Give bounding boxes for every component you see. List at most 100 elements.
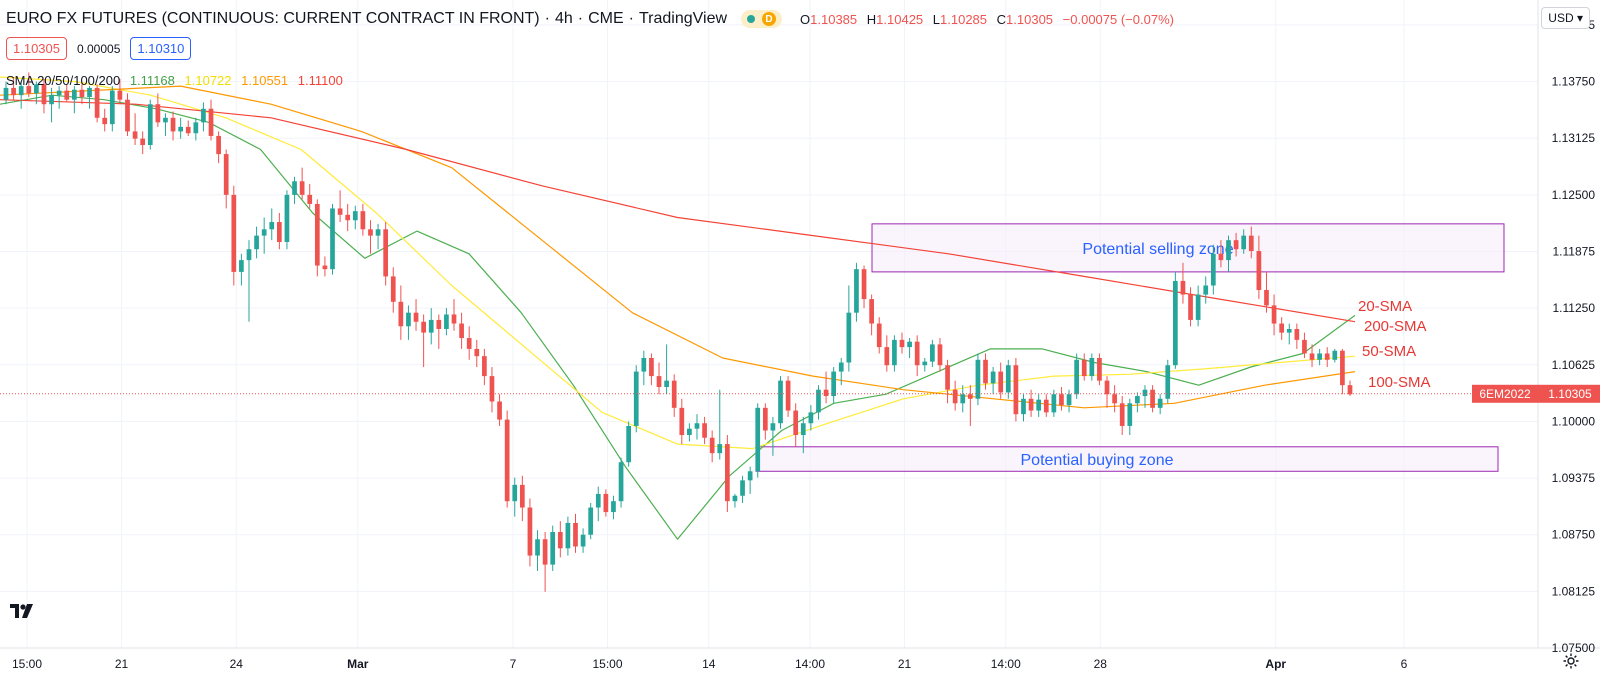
price-tick-label: 1.08750 [1552,528,1596,542]
separator: · [577,10,584,27]
candle-body [1340,350,1345,386]
candle-body [489,376,495,402]
candle-body [193,122,199,134]
candle-body [34,84,39,94]
candle [1013,357,1019,422]
candle-body [18,86,24,96]
candle [626,421,631,467]
candle [831,367,837,404]
candle [474,339,480,368]
candle-body [861,269,867,300]
candle [1309,344,1315,368]
candle-body [1119,403,1125,426]
candle [527,498,533,567]
candle [34,81,39,105]
candle [1119,396,1125,436]
candle-body [132,131,138,139]
candle-body [990,371,996,384]
high-label: H [866,11,877,27]
candle [140,131,146,155]
separator: · [544,10,550,27]
candle-body [641,357,647,372]
candle-body [793,410,799,436]
sell-price-button[interactable]: 1.10305 [6,37,67,60]
candle-body [1317,353,1322,360]
candle-body [967,394,973,399]
candle [960,385,966,413]
candle-body [56,90,62,96]
candle-body [231,194,237,272]
candle [383,222,389,286]
zones-layer: Potential selling zone Potential buying z… [755,223,1505,472]
time-axis[interactable]: 15:00 21 24 Mar 7 15:00 14 14:00 21 14:00 28 Apr 6 [12,657,1408,671]
time-tick-label: 24 [230,657,244,671]
buying-zone-label: Potential buying zone [1021,452,1174,469]
time-tick-label: 7 [510,657,517,671]
time-tick-label: 14 [702,657,716,671]
candle [178,117,183,139]
candle-body [1104,380,1110,395]
gear-icon[interactable] [1562,652,1580,670]
candle [413,299,419,331]
candle-body [1036,399,1042,411]
candle [64,84,70,103]
candle [497,394,502,426]
buy-price-button[interactable]: 1.10310 [130,37,192,60]
candle [740,475,745,503]
candle [1271,294,1277,336]
candle-body [1150,389,1155,408]
candle [185,120,191,136]
candle [193,117,199,141]
candle-body [725,444,730,502]
candle-body [1180,280,1186,295]
candle [550,525,556,571]
candle-body [1089,357,1095,377]
candle [1218,240,1224,268]
candle [785,376,791,417]
close-label: C [996,11,1007,27]
candle [854,262,859,322]
buying-zone-box [755,446,1499,472]
candle-body [1112,394,1117,404]
candle [1150,385,1155,413]
candle [603,489,609,517]
candle [1104,376,1110,408]
price-tick-label: 1.07500 [1552,641,1596,655]
currency-selector[interactable]: USD ▾ [1541,7,1590,29]
candle [595,486,601,522]
market-status-pill[interactable]: D [741,10,783,28]
candle [755,403,761,478]
candle [1286,323,1292,345]
candle-body [1226,240,1231,261]
candle [482,348,487,386]
candle-body [11,87,16,96]
candle [147,99,153,150]
candle-body [937,344,943,366]
candle-body [1302,339,1307,354]
candle-body [914,341,920,366]
candle-body [3,87,9,100]
symbol-title[interactable]: EURO FX FUTURES (CONTINUOUS: CURRENT CON… [6,10,540,27]
sma20-value: 1.11168 [129,73,175,88]
candle [762,403,768,440]
candle-body [869,299,874,324]
candle [952,380,958,411]
chart-header: EURO FX FUTURES (CONTINUOUS: CURRENT CON… [6,9,1174,29]
candle-body [451,314,457,324]
candle-body [633,371,639,426]
candle [732,493,738,508]
candle-body [907,341,912,348]
candle-body [573,522,578,547]
price-tick-label: 1.13750 [1552,75,1596,89]
open-label: O [800,11,811,27]
candle [998,362,1004,399]
sma-legend[interactable]: SMA 20/50/100/200 1.11168 1.10722 1.1055… [6,73,349,88]
candle [907,338,912,358]
candle-body [269,222,275,230]
candle [421,314,426,368]
candle [1043,394,1049,417]
interval-label[interactable]: 4h [554,10,573,27]
tradingview-logo-icon[interactable] [8,600,38,622]
candle [611,495,616,520]
